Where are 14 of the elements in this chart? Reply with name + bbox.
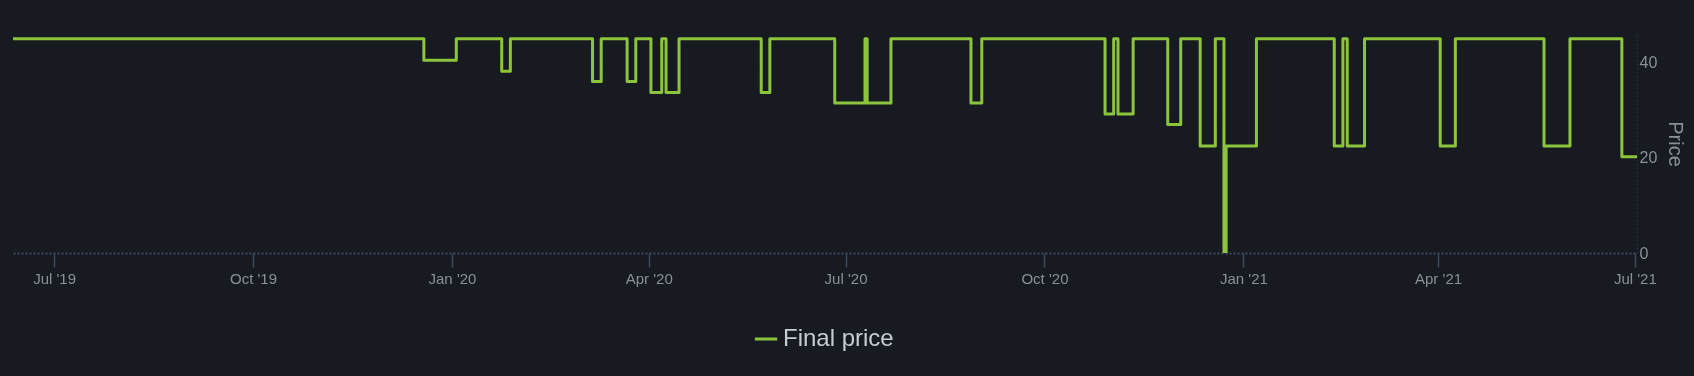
y-axis-title: Price — [1665, 121, 1688, 167]
y-tick-label: 40 — [1639, 54, 1658, 72]
x-tick-label: Jan '21 — [1219, 269, 1268, 287]
x-tick-label: Oct '20 — [1021, 269, 1069, 287]
legend-label: Final price — [783, 324, 894, 351]
x-tick-label: Jul '21 — [1613, 269, 1657, 287]
x-tick-label: Jan '20 — [428, 269, 477, 287]
y-tick-label: 0 — [1639, 244, 1649, 262]
x-tick-label: Oct '19 — [230, 269, 278, 287]
x-tick-label: Jul '20 — [824, 269, 868, 287]
x-tick-label: Jul '19 — [33, 269, 77, 287]
x-tick-label: Apr '20 — [625, 269, 673, 287]
x-tick-label: Apr '21 — [1415, 269, 1463, 287]
y-tick-label: 20 — [1639, 149, 1658, 167]
